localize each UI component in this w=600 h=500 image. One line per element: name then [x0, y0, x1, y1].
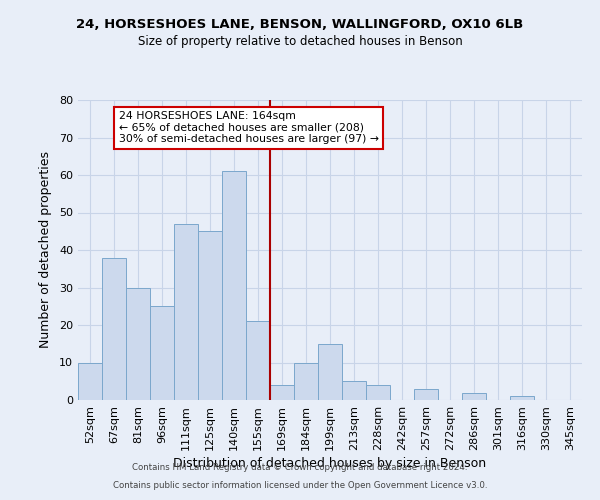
Text: Contains public sector information licensed under the Open Government Licence v3: Contains public sector information licen…	[113, 481, 487, 490]
Bar	[102, 258, 126, 400]
Bar	[366, 385, 390, 400]
Bar	[246, 322, 270, 400]
Bar	[510, 396, 534, 400]
Text: 24, HORSESHOES LANE, BENSON, WALLINGFORD, OX10 6LB: 24, HORSESHOES LANE, BENSON, WALLINGFORD…	[76, 18, 524, 30]
Bar	[342, 381, 366, 400]
Bar	[414, 389, 438, 400]
Text: Contains HM Land Registry data © Crown copyright and database right 2024.: Contains HM Land Registry data © Crown c…	[132, 464, 468, 472]
X-axis label: Distribution of detached houses by size in Benson: Distribution of detached houses by size …	[173, 457, 487, 470]
Bar	[294, 362, 318, 400]
Text: Size of property relative to detached houses in Benson: Size of property relative to detached ho…	[137, 35, 463, 48]
Text: 24 HORSESHOES LANE: 164sqm
← 65% of detached houses are smaller (208)
30% of sem: 24 HORSESHOES LANE: 164sqm ← 65% of deta…	[119, 112, 379, 144]
Bar	[222, 171, 246, 400]
Bar	[462, 392, 486, 400]
Bar	[150, 306, 174, 400]
Bar	[174, 224, 198, 400]
Y-axis label: Number of detached properties: Number of detached properties	[39, 152, 52, 348]
Bar	[198, 231, 222, 400]
Bar	[270, 385, 294, 400]
Bar	[78, 362, 102, 400]
Bar	[126, 288, 150, 400]
Bar	[318, 344, 342, 400]
